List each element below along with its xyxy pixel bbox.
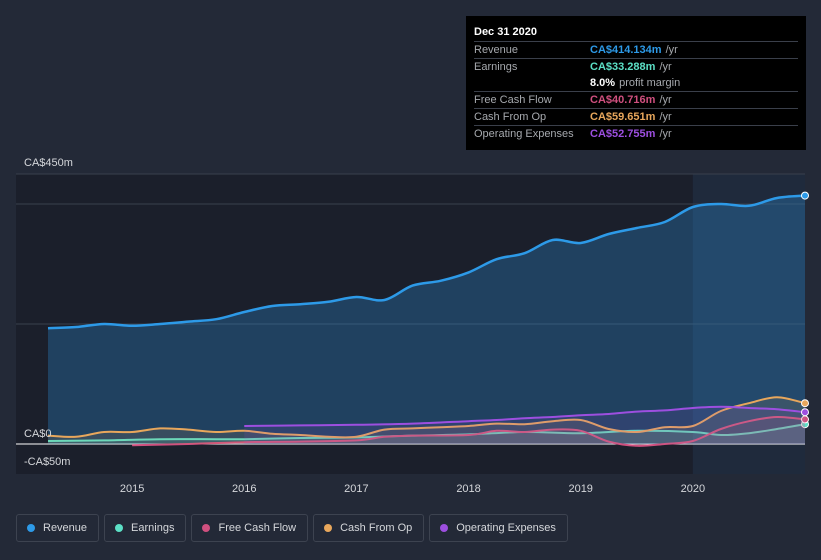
x-tick-label: 2016 xyxy=(232,483,256,495)
tooltip-value: CA$52.755m xyxy=(590,128,656,140)
operating-expenses-line xyxy=(244,405,806,427)
free-cash-flow-line xyxy=(132,415,806,447)
legend-label: Operating Expenses xyxy=(456,522,556,534)
legend-label: Free Cash Flow xyxy=(218,522,297,534)
earnings-area xyxy=(48,424,805,444)
tooltip-row-operating-expenses: Operating Expenses CA$52.755m /yr xyxy=(474,125,798,142)
tooltip-unit: /yr xyxy=(665,44,678,56)
tooltip-row-profit-margin: 8.0% profit margin xyxy=(474,75,798,91)
operating-expenses-end-point xyxy=(801,408,809,417)
legend-label: Earnings xyxy=(131,522,175,534)
tooltip-unit: /yr xyxy=(659,94,672,106)
x-tick-label: 2015 xyxy=(120,483,144,495)
legend-dot-icon xyxy=(440,524,449,532)
tooltip-date: Dec 31 2020 xyxy=(474,26,537,38)
legend: Revenue Earnings Free Cash Flow Cash Fro… xyxy=(16,514,568,542)
x-tick-label: 2019 xyxy=(568,483,592,495)
tooltip-row-free-cash-flow: Free Cash Flow CA$40.716m /yr xyxy=(474,91,798,108)
tooltip-row-cash-from-op: Cash From Op CA$59.651m /yr xyxy=(474,108,798,125)
tooltip-label: Free Cash Flow xyxy=(474,94,552,106)
cash-from-op-line xyxy=(47,396,806,439)
cash-from-op-end-point xyxy=(801,399,809,408)
tooltip-unit: /yr xyxy=(659,128,672,140)
legend-item-cash-from-op[interactable]: Cash From Op xyxy=(313,514,425,542)
legend-item-free-cash-flow[interactable]: Free Cash Flow xyxy=(191,514,309,542)
tooltip-value: CA$59.651m xyxy=(590,111,656,123)
legend-dot-icon xyxy=(202,524,211,532)
legend-label: Cash From Op xyxy=(340,522,413,534)
tooltip: Dec 31 2020 Revenue CA$414.134m /yr Earn… xyxy=(466,16,806,150)
legend-item-revenue[interactable]: Revenue xyxy=(16,514,100,542)
y-label-bottom: -CA$50m xyxy=(24,456,70,468)
revenue-area xyxy=(48,195,805,444)
revenue-end-point xyxy=(801,191,809,200)
x-tick-label: 2017 xyxy=(344,483,368,495)
revenue-line xyxy=(47,194,806,330)
legend-label: Revenue xyxy=(43,522,88,534)
legend-item-earnings[interactable]: Earnings xyxy=(104,514,187,542)
cash-from-op-area xyxy=(48,397,805,444)
chart-area: CA$450m CA$0 -CA$50m 2015 2016 2017 2018 2019 20… xyxy=(16,157,809,495)
tooltip-value: CA$40.716m xyxy=(590,94,656,106)
tooltip-row-revenue: Revenue CA$414.134m /yr xyxy=(474,41,798,58)
y-label-zero: CA$0 xyxy=(24,428,52,440)
legend-dot-icon xyxy=(324,524,333,532)
tooltip-unit: /yr xyxy=(659,111,672,123)
tooltip-row-earnings: Earnings CA$33.288m /yr xyxy=(474,58,798,75)
tooltip-label: Earnings xyxy=(474,61,518,73)
free-cash-flow-area xyxy=(132,416,806,446)
legend-dot-icon xyxy=(115,524,124,532)
tooltip-label: Revenue xyxy=(474,44,519,56)
operating-expenses-area xyxy=(244,406,805,444)
tooltip-label xyxy=(474,75,590,91)
tooltip-value: CA$33.288m xyxy=(590,61,656,73)
legend-dot-icon xyxy=(27,524,35,532)
x-tick-label: 2020 xyxy=(681,483,705,495)
tooltip-value: CA$414.134m xyxy=(590,44,662,56)
tooltip-unit: profit margin xyxy=(619,77,681,89)
tooltip-label: Operating Expenses xyxy=(474,128,574,140)
x-tick-label: 2018 xyxy=(456,483,480,495)
tooltip-unit: /yr xyxy=(659,61,672,73)
y-label-top: CA$450m xyxy=(24,157,73,169)
tooltip-label: Cash From Op xyxy=(474,111,547,123)
tooltip-value: 8.0% xyxy=(590,77,616,89)
legend-item-operating-expenses[interactable]: Operating Expenses xyxy=(429,514,568,542)
